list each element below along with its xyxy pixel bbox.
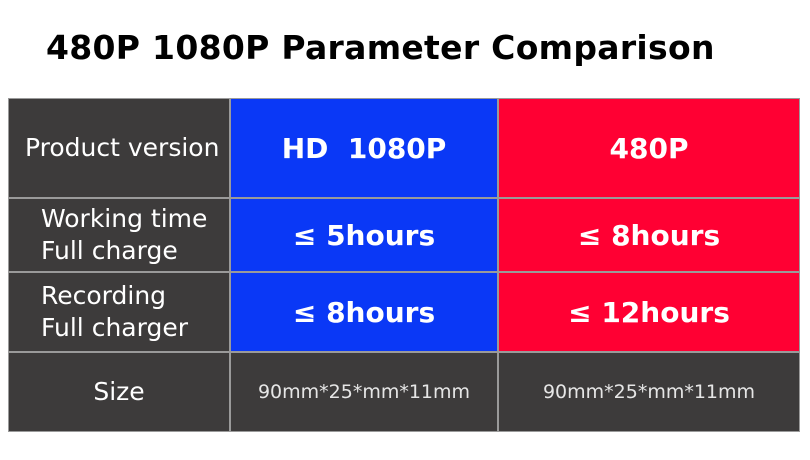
value-cell: ≤ 8hours [498, 198, 800, 272]
value-cell: 90mm*25*mm*11mm [230, 352, 498, 432]
value-cell: 90mm*25*mm*11mm [498, 352, 800, 432]
value-cell: HD 1080P [230, 98, 498, 198]
row-label: Working time Full charge [8, 198, 230, 272]
label-line: Full charger [41, 313, 188, 342]
value-cell: ≤ 5hours [230, 198, 498, 272]
label-line: Recording [41, 281, 167, 310]
row-label: Product version [8, 98, 230, 198]
row-label: Size [8, 352, 230, 432]
label-line: Working time [41, 204, 208, 233]
value-cell: ≤ 8hours [230, 272, 498, 352]
value-cell: ≤ 12hours [498, 272, 800, 352]
comparison-table: Product version HD 1080P 480P Working time F… [8, 98, 800, 432]
label-line: Full charge [41, 236, 178, 265]
label-line: Product version [25, 133, 220, 162]
label-line: Size [93, 377, 145, 406]
row-label: Recording Full charger [8, 272, 230, 352]
title: 480P 1080P Parameter Comparison [46, 28, 715, 67]
value-cell: 480P [498, 98, 800, 198]
